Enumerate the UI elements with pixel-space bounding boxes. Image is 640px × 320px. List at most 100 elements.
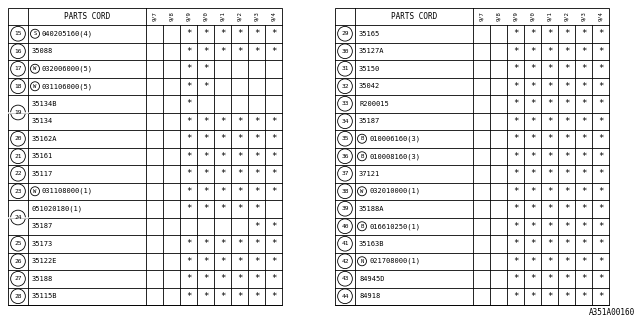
Text: *: * xyxy=(513,222,518,231)
Text: 35187: 35187 xyxy=(32,223,53,229)
Text: *: * xyxy=(581,274,586,283)
Text: W: W xyxy=(360,189,364,194)
Text: 22: 22 xyxy=(14,171,22,176)
Text: 9/8: 9/8 xyxy=(169,12,174,21)
Text: 23: 23 xyxy=(14,189,22,194)
Text: 35173: 35173 xyxy=(32,241,53,247)
Text: 20: 20 xyxy=(14,136,22,141)
Text: *: * xyxy=(186,257,191,266)
Text: *: * xyxy=(564,99,569,108)
Text: *: * xyxy=(237,47,242,56)
Text: *: * xyxy=(271,222,276,231)
Text: *: * xyxy=(564,204,569,213)
Text: 42: 42 xyxy=(341,259,349,264)
Text: *: * xyxy=(513,239,518,248)
Text: 9/4: 9/4 xyxy=(598,12,603,21)
Text: *: * xyxy=(271,292,276,301)
Text: *: * xyxy=(220,117,225,126)
Bar xyxy=(335,8,609,305)
Text: *: * xyxy=(254,169,259,178)
Text: 26: 26 xyxy=(14,259,22,264)
Text: *: * xyxy=(564,169,569,178)
Text: *: * xyxy=(220,134,225,143)
Text: *: * xyxy=(513,152,518,161)
Bar xyxy=(8,8,282,305)
Text: *: * xyxy=(581,134,586,143)
Text: 9/3: 9/3 xyxy=(581,12,586,21)
Text: 17: 17 xyxy=(14,66,22,71)
Text: 24: 24 xyxy=(14,215,22,220)
Text: *: * xyxy=(513,187,518,196)
Text: *: * xyxy=(271,169,276,178)
Text: 34: 34 xyxy=(341,119,349,124)
Text: *: * xyxy=(564,222,569,231)
Text: *: * xyxy=(547,117,552,126)
Text: A351A00160: A351A00160 xyxy=(589,308,635,317)
Text: *: * xyxy=(203,47,208,56)
Text: *: * xyxy=(186,29,191,38)
Text: *: * xyxy=(237,169,242,178)
Text: *: * xyxy=(530,274,535,283)
Text: *: * xyxy=(530,292,535,301)
Text: 35127A: 35127A xyxy=(359,48,385,54)
Text: *: * xyxy=(564,257,569,266)
Text: 9/3: 9/3 xyxy=(254,12,259,21)
Text: *: * xyxy=(530,117,535,126)
Text: PARTS CORD: PARTS CORD xyxy=(64,12,110,21)
Text: 9/7: 9/7 xyxy=(152,12,157,21)
Text: *: * xyxy=(220,292,225,301)
Text: *: * xyxy=(237,274,242,283)
Text: *: * xyxy=(598,239,603,248)
Text: 051020180(1): 051020180(1) xyxy=(32,205,83,212)
Text: *: * xyxy=(220,47,225,56)
Text: *: * xyxy=(513,274,518,283)
Text: *: * xyxy=(203,204,208,213)
Text: *: * xyxy=(547,187,552,196)
Text: 32: 32 xyxy=(341,84,349,89)
Text: 44: 44 xyxy=(341,294,349,299)
Text: 35161: 35161 xyxy=(32,153,53,159)
Text: *: * xyxy=(203,117,208,126)
Text: 9/1: 9/1 xyxy=(220,12,225,21)
Text: 35117: 35117 xyxy=(32,171,53,177)
Text: *: * xyxy=(581,64,586,73)
Text: 35188: 35188 xyxy=(32,276,53,282)
Text: *: * xyxy=(581,239,586,248)
Text: 9/0: 9/0 xyxy=(530,12,535,21)
Text: *: * xyxy=(598,222,603,231)
Text: *: * xyxy=(220,29,225,38)
Text: *: * xyxy=(598,99,603,108)
Text: *: * xyxy=(186,204,191,213)
Text: 031108000(1): 031108000(1) xyxy=(42,188,93,195)
Text: 84918: 84918 xyxy=(359,293,380,299)
Text: *: * xyxy=(564,292,569,301)
Text: *: * xyxy=(530,239,535,248)
Text: *: * xyxy=(564,274,569,283)
Text: *: * xyxy=(203,239,208,248)
Text: *: * xyxy=(513,169,518,178)
Text: *: * xyxy=(598,82,603,91)
Text: *: * xyxy=(581,204,586,213)
Text: *: * xyxy=(186,239,191,248)
Text: *: * xyxy=(598,204,603,213)
Text: 15: 15 xyxy=(14,31,22,36)
Text: *: * xyxy=(530,187,535,196)
Text: 35088: 35088 xyxy=(32,48,53,54)
Text: *: * xyxy=(186,187,191,196)
Text: *: * xyxy=(530,64,535,73)
Text: *: * xyxy=(581,82,586,91)
Text: *: * xyxy=(271,29,276,38)
Text: 032010000(1): 032010000(1) xyxy=(369,188,420,195)
Text: *: * xyxy=(581,292,586,301)
Text: *: * xyxy=(598,257,603,266)
Text: *: * xyxy=(186,274,191,283)
Text: 35042: 35042 xyxy=(359,83,380,89)
Text: 30: 30 xyxy=(341,49,349,54)
Text: *: * xyxy=(254,204,259,213)
Text: 9/2: 9/2 xyxy=(564,12,569,21)
Text: *: * xyxy=(598,152,603,161)
Text: *: * xyxy=(254,222,259,231)
Text: 43: 43 xyxy=(341,276,349,281)
Text: 9/7: 9/7 xyxy=(479,12,484,21)
Text: *: * xyxy=(547,239,552,248)
